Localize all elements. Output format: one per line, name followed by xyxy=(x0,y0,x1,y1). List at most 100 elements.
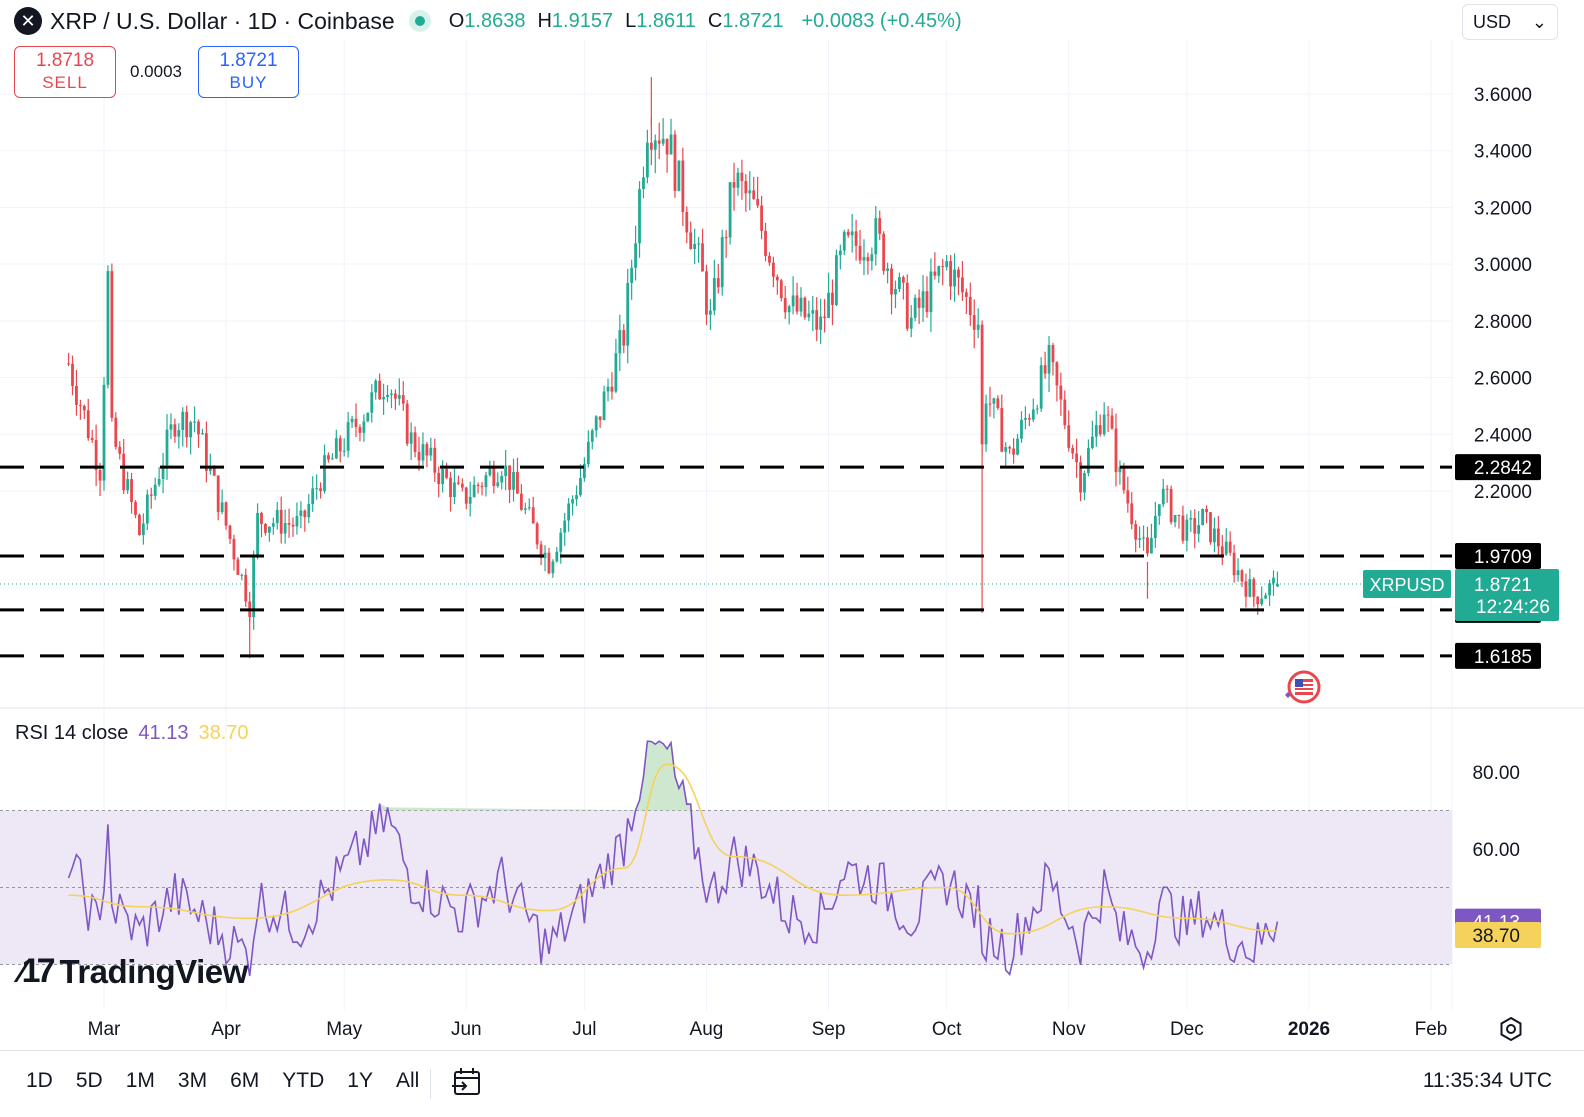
candle-body xyxy=(756,198,760,206)
candle-body xyxy=(1087,448,1090,474)
candle-body xyxy=(1260,598,1264,605)
candle-body xyxy=(980,324,984,445)
ohlc-values: O1.8638 H1.9157 L1.8611 C1.8721 xyxy=(449,10,784,33)
range-ytd[interactable]: YTD xyxy=(282,1069,325,1092)
range-5d[interactable]: 5D xyxy=(75,1069,103,1092)
rsi-ma-line xyxy=(68,763,1278,935)
candle-body xyxy=(299,510,303,517)
candles xyxy=(67,76,1279,659)
candle-body xyxy=(240,574,244,576)
range-3m[interactable]: 3M xyxy=(177,1069,208,1092)
last-price-label: 1.8721 xyxy=(1474,575,1532,596)
candle-body xyxy=(334,438,338,459)
candle-body xyxy=(71,363,74,386)
price-chart[interactable]: 3.6000 3.4000 3.2000 3.0000 2.8000 2.6000 2.40… xyxy=(0,0,1584,1050)
candle-body xyxy=(890,268,893,295)
candle-body xyxy=(228,525,232,539)
candle-body xyxy=(413,432,417,453)
candle-body xyxy=(716,278,720,288)
level-label-bg xyxy=(1455,454,1541,481)
last-price-badge-bg xyxy=(1455,568,1559,621)
rsi-ma-badge: 38.70 xyxy=(1472,926,1520,947)
candle-body xyxy=(323,455,326,492)
utc-clock[interactable]: 11:35:34 UTC xyxy=(1422,1069,1552,1092)
candle-body xyxy=(464,487,468,504)
rsi-line xyxy=(67,740,1279,977)
candle-body xyxy=(626,283,630,346)
candle-body xyxy=(118,446,122,454)
symbol-badge: XRPUSD xyxy=(1369,575,1444,595)
candle-body xyxy=(712,278,716,311)
candle-body xyxy=(1177,515,1181,517)
economic-event-flag-icon[interactable] xyxy=(1282,669,1322,705)
candle-body xyxy=(342,450,346,452)
candle-body xyxy=(1126,490,1130,504)
candle-body xyxy=(94,440,98,471)
level-label: 1.6185 xyxy=(1474,647,1532,668)
range-all[interactable]: All xyxy=(395,1069,420,1092)
candle-body xyxy=(1185,519,1189,541)
candle-body xyxy=(433,447,437,473)
candle-body xyxy=(1224,541,1228,555)
buy-button[interactable]: 1.8721 BUY xyxy=(198,46,299,98)
candle-body xyxy=(575,495,578,500)
candle-body xyxy=(972,315,976,330)
currency-select[interactable]: USD ⌄ xyxy=(1462,4,1558,40)
rsi-legend[interactable]: RSI 14 close 41.13 38.70 xyxy=(15,722,249,745)
market-status-icon[interactable] xyxy=(408,10,431,32)
candle-body xyxy=(1193,518,1197,534)
candle-body xyxy=(362,421,366,433)
candle-body xyxy=(693,244,697,250)
range-6m[interactable]: 6M xyxy=(230,1069,260,1092)
candle-body xyxy=(1161,488,1165,505)
candle-body xyxy=(555,551,559,562)
tradingview-logo[interactable]: ⁄17 TradingView xyxy=(20,952,248,991)
candle-body xyxy=(484,475,488,488)
time-tick-label: Nov xyxy=(1052,1019,1086,1040)
range-1d[interactable]: 1D xyxy=(26,1069,53,1092)
candle-body xyxy=(937,266,941,276)
go-to-date-icon[interactable] xyxy=(450,1065,484,1099)
candle-body xyxy=(512,471,515,490)
sell-button[interactable]: 1.8718 SELL xyxy=(14,46,116,98)
candle-body xyxy=(1035,408,1039,410)
gear-icon[interactable] xyxy=(1498,1016,1524,1042)
candle-body xyxy=(130,479,133,503)
candle-body xyxy=(330,458,334,460)
range-selector: 1D 5D 1M 3M 6M YTD 1Y All xyxy=(26,1069,419,1093)
candle-body xyxy=(1157,504,1161,516)
candle-body xyxy=(673,134,677,191)
candle-body xyxy=(945,261,949,268)
symbol-title[interactable]: XRP / U.S. Dollar · 1D · Coinbase xyxy=(50,7,395,34)
candle-body xyxy=(141,523,145,535)
candle-body xyxy=(1134,524,1138,540)
candle-body xyxy=(212,467,216,476)
candle-body xyxy=(1039,365,1043,409)
buy-price: 1.8721 xyxy=(219,50,278,71)
candle-body xyxy=(409,432,413,444)
candle-body xyxy=(449,477,452,498)
time-tick-label: Feb xyxy=(1415,1019,1448,1040)
candle-body xyxy=(98,470,102,481)
candle-body xyxy=(496,482,500,487)
candle-body xyxy=(1106,414,1110,416)
candle-body xyxy=(291,524,295,527)
time-tick-label: Apr xyxy=(211,1019,241,1040)
candle-body xyxy=(390,393,393,395)
candle-body xyxy=(736,172,740,188)
candle-body xyxy=(1051,345,1055,363)
candle-body xyxy=(701,243,704,272)
price-tick-label: 3.2000 xyxy=(1474,198,1532,219)
candle-body xyxy=(705,271,708,315)
candle-body xyxy=(346,422,350,451)
candle-body xyxy=(1090,436,1094,449)
candle-body xyxy=(1228,541,1232,553)
range-1m[interactable]: 1M xyxy=(125,1069,155,1092)
candle-body xyxy=(909,317,913,329)
candle-body xyxy=(925,291,929,313)
range-1y[interactable]: 1Y xyxy=(347,1069,373,1092)
candle-body xyxy=(169,424,173,430)
candle-body xyxy=(1059,385,1063,400)
candle-body xyxy=(724,237,728,239)
candle-body xyxy=(393,393,397,399)
